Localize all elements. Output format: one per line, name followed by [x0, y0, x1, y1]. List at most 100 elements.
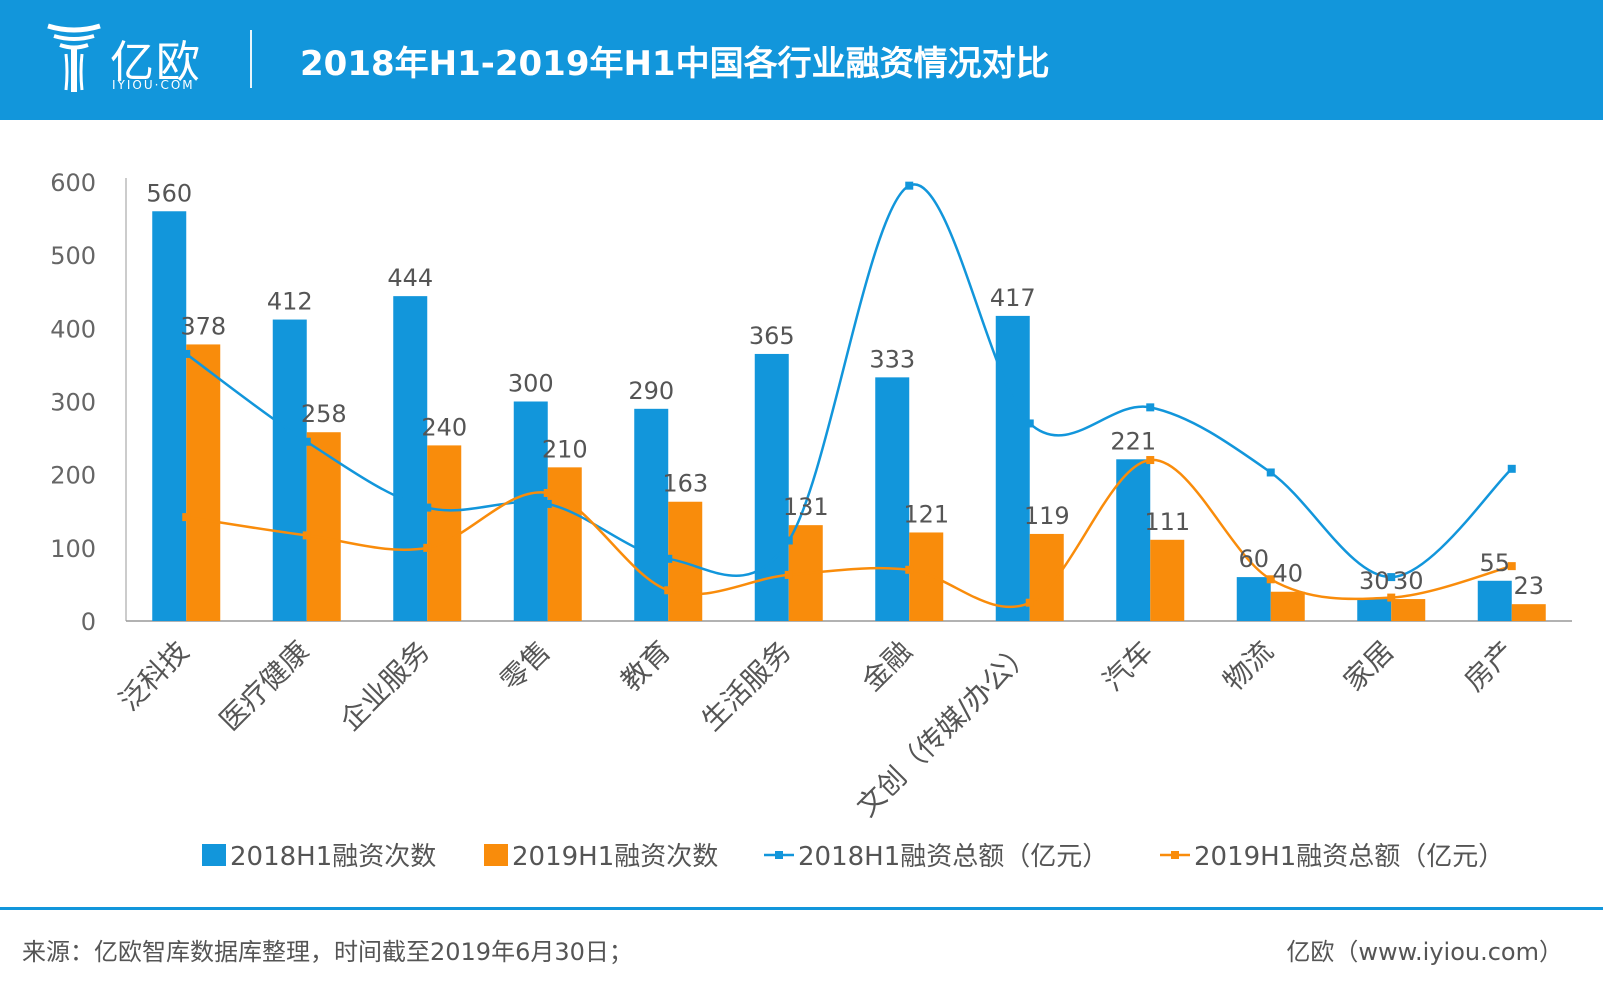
point-total-2018-3 [543, 499, 552, 508]
x-category-label-4: 教育 [614, 635, 677, 698]
point-total-2019-7 [1025, 598, 1034, 607]
point-total-2018-6 [905, 181, 914, 190]
bar-label-2019-3: 210 [542, 435, 588, 463]
footer-divider [0, 907, 1603, 910]
point-total-2019-11 [1507, 562, 1516, 571]
header-bar: 亿欧 IYIOU·COM 2018年H1-2019年H1中国各行业融资情况对比 [0, 0, 1603, 120]
legend-label-1: 2019H1融资次数 [512, 842, 718, 872]
bar-label-2018-5: 365 [749, 322, 795, 350]
iyiou-logo-icon [47, 23, 101, 92]
bar-label-2018-6: 333 [869, 345, 915, 373]
x-category-label-10: 家居 [1337, 635, 1400, 698]
bar-2019-8 [1150, 539, 1185, 621]
bar-label-2019-6: 121 [903, 500, 949, 528]
x-category-label-1: 医疗健康 [213, 635, 316, 738]
x-category-label-11: 房产 [1458, 635, 1521, 698]
x-category-label-9: 物流 [1217, 635, 1280, 698]
bar-2018-4 [634, 408, 669, 621]
point-total-2018-8 [1146, 403, 1155, 412]
bar-2018-3 [513, 401, 548, 621]
bar-2019-9 [1270, 591, 1305, 621]
y-tick-label-2: 200 [50, 462, 96, 490]
bar-2018-9 [1236, 577, 1271, 621]
y-tick-label-4: 400 [50, 315, 96, 343]
legend-marker-3 [1171, 851, 1179, 859]
bar-2018-0 [152, 211, 187, 621]
point-total-2018-4 [664, 554, 673, 563]
bar-2018-2 [393, 296, 428, 621]
bar-label-2018-1: 412 [267, 288, 313, 316]
point-total-2018-2 [423, 503, 432, 512]
bar-label-2018-4: 290 [628, 377, 674, 405]
point-total-2018-0 [182, 349, 191, 358]
site-credit: 亿欧（www.iyiou.com） [1286, 938, 1563, 966]
point-total-2018-7 [1025, 419, 1034, 428]
x-category-label-5: 生活服务 [695, 635, 798, 738]
bar-2019-10 [1391, 599, 1426, 621]
bar-2018-6 [875, 377, 910, 621]
point-total-2019-8 [1146, 456, 1155, 465]
y-tick-label-0: 0 [81, 608, 96, 636]
bar-2018-8 [1116, 459, 1151, 621]
bar-label-2018-7: 417 [990, 284, 1036, 312]
x-category-label-8: 汽车 [1096, 635, 1159, 698]
point-total-2019-4 [664, 586, 673, 595]
x-category-label-6: 金融 [855, 635, 918, 698]
bar-label-2018-3: 300 [508, 370, 554, 398]
bar-2019-3 [547, 467, 582, 621]
bar-2018-10 [1357, 599, 1392, 621]
header-divider [250, 30, 252, 88]
point-total-2019-2 [423, 543, 432, 552]
y-tick-label-3: 300 [50, 389, 96, 417]
source-note: 来源：亿欧智库数据库整理，时间截至2019年6月30日； [22, 938, 633, 966]
bar-2019-4 [668, 501, 703, 621]
bar-label-2019-1: 258 [301, 400, 347, 428]
bar-2019-0 [186, 344, 221, 621]
bar-2019-2 [427, 445, 462, 621]
bar-label-2018-9: 60 [1238, 545, 1269, 573]
page-title: 2018年H1-2019年H1中国各行业融资情况对比 [300, 44, 1050, 84]
bar-label-2019-2: 240 [421, 413, 467, 441]
financing-chart: 0 100 200 300 400 500 600 560 412 444 300 290 365 333… [50, 169, 1572, 872]
line-total-2018 [185, 183, 1513, 579]
point-total-2019-10 [1387, 593, 1396, 602]
bar-label-2018-10: 30 [1359, 567, 1390, 595]
point-total-2019-3 [543, 488, 552, 497]
point-total-2019-5 [784, 570, 793, 579]
bar-2019-1 [306, 432, 341, 621]
bar-label-2019-10: 30 [1393, 567, 1424, 595]
bar-label-2019-4: 163 [662, 470, 708, 498]
bar-2018-1 [272, 319, 307, 621]
bar-label-2019-0: 378 [180, 312, 226, 340]
point-total-2018-10 [1387, 573, 1396, 582]
y-tick-label-1: 100 [50, 535, 96, 563]
legend-label-0: 2018H1融资次数 [230, 842, 436, 872]
point-total-2019-6 [905, 565, 914, 574]
y-tick-label-6: 600 [50, 169, 96, 197]
bar-label-2019-9: 40 [1272, 560, 1303, 588]
legend-swatch-0 [202, 844, 226, 866]
bar-2019-7 [1029, 533, 1064, 621]
point-total-2018-1 [302, 437, 311, 446]
legend-swatch-1 [484, 844, 508, 866]
y-tick-label-5: 500 [50, 242, 96, 270]
bar-2018-7 [995, 315, 1030, 621]
bar-label-2018-2: 444 [387, 264, 433, 292]
bar-label-2018-11: 55 [1479, 549, 1510, 577]
point-total-2019-1 [302, 531, 311, 540]
legend-marker-2 [775, 851, 783, 859]
bar-label-2018-8: 221 [1110, 427, 1156, 455]
point-total-2019-0 [182, 513, 191, 522]
point-total-2018-11 [1507, 464, 1516, 473]
legend-label-2: 2018H1融资总额（亿元） [798, 842, 1108, 872]
line-total-2019 [186, 458, 1513, 609]
legend-label-3: 2019H1融资总额（亿元） [1194, 842, 1504, 872]
point-total-2018-5 [784, 536, 793, 545]
bar-2019-6 [909, 532, 944, 621]
bar-label-2019-8: 111 [1144, 508, 1190, 536]
bar-label-2019-5: 131 [783, 493, 829, 521]
x-category-label-0: 泛科技 [112, 635, 195, 718]
bar-2018-11 [1477, 580, 1512, 621]
bar-label-2019-7: 119 [1024, 502, 1070, 530]
bar-label-2019-11: 23 [1513, 572, 1544, 600]
